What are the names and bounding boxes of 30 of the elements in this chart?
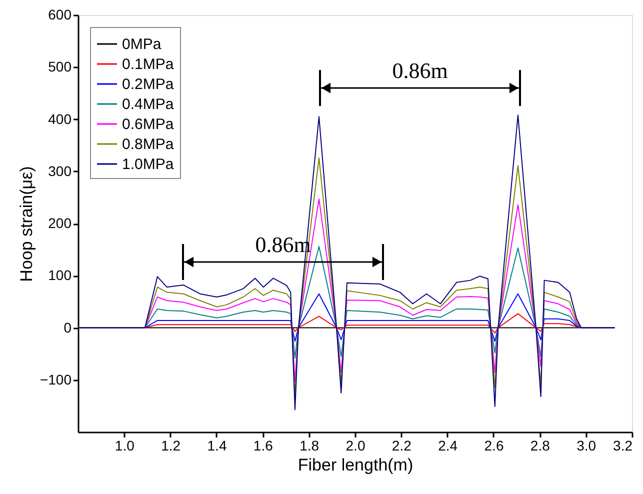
legend-label: 0.1MPa: [122, 56, 174, 73]
x-tick-label: 3.2: [613, 438, 633, 454]
y-tick-label: 300: [48, 162, 72, 179]
legend-label: 0MPa: [122, 36, 162, 53]
y-axis-title: Hoop strain(με): [16, 166, 36, 282]
x-tick-label: 1.0: [114, 438, 135, 454]
x-tick-label: 2.8: [530, 438, 550, 454]
legend-label: 0.2MPa: [122, 76, 174, 93]
x-tick-label: 1.2: [161, 438, 181, 454]
x-tick-label: 2.6: [484, 438, 504, 454]
x-axis-title: Fiber length(m): [298, 456, 414, 474]
legend-label: 0.6MPa: [122, 116, 174, 133]
y-tick-label: 600: [48, 6, 72, 22]
y-tick-label: −100: [40, 371, 72, 388]
annotation: 0.86m: [392, 58, 448, 83]
x-tick-label: 2.4: [438, 438, 458, 454]
x-tick-label: 2.0: [346, 438, 366, 454]
y-tick-label: 200: [48, 215, 72, 231]
legend-label: 0.4MPa: [122, 96, 174, 113]
y-tick-label: 500: [48, 58, 72, 75]
x-tick-label: 1.6: [253, 438, 274, 454]
y-tick-label: 0: [64, 319, 72, 336]
x-tick-label: 2.2: [392, 438, 412, 454]
legend-label: 0.8MPa: [122, 136, 174, 153]
legend-label: 1.0MPa: [122, 156, 174, 173]
x-tick-label: 3.0: [576, 438, 596, 454]
x-tick-label: 1.8: [300, 438, 320, 454]
x-tick-label: 1.4: [207, 438, 227, 454]
y-tick-label: 400: [48, 110, 72, 127]
y-tick-label: 100: [48, 267, 72, 284]
